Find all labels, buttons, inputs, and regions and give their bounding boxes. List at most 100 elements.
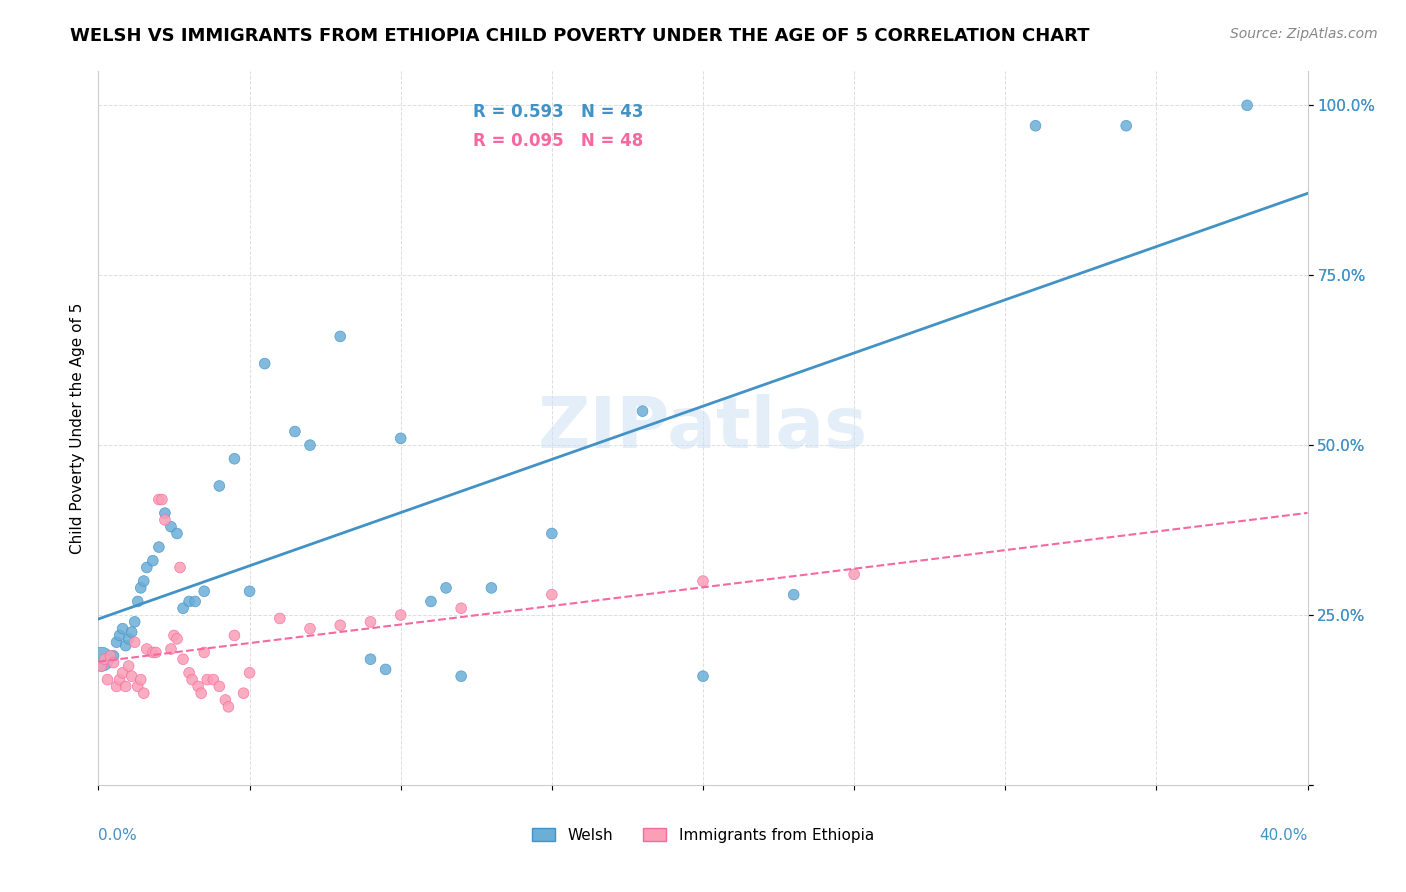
Point <box>217 699 239 714</box>
Point <box>181 673 204 687</box>
Point <box>132 574 155 588</box>
Point <box>193 645 215 659</box>
Point <box>96 673 118 687</box>
Point <box>127 594 149 608</box>
Point <box>1236 98 1258 112</box>
Point <box>360 615 382 629</box>
Point <box>169 560 191 574</box>
Point <box>389 431 412 445</box>
Point <box>114 639 136 653</box>
Point <box>121 669 143 683</box>
Point <box>184 594 207 608</box>
Point <box>160 642 183 657</box>
Point <box>269 611 291 625</box>
Point <box>692 669 714 683</box>
Point <box>148 492 170 507</box>
Point <box>124 615 146 629</box>
Point <box>195 673 218 687</box>
Point <box>540 588 562 602</box>
Point <box>692 574 714 588</box>
Point <box>172 601 194 615</box>
Point <box>145 645 167 659</box>
Point <box>208 680 231 694</box>
Point <box>783 588 806 602</box>
Y-axis label: Child Poverty Under the Age of 5: Child Poverty Under the Age of 5 <box>69 302 84 554</box>
Point <box>166 526 188 541</box>
Point <box>111 622 134 636</box>
Point <box>193 584 215 599</box>
Text: Source: ZipAtlas.com: Source: ZipAtlas.com <box>1230 27 1378 41</box>
Text: 40.0%: 40.0% <box>1260 828 1308 843</box>
Point <box>163 628 186 642</box>
Point <box>108 628 131 642</box>
Point <box>135 560 157 574</box>
Point <box>450 601 472 615</box>
Point <box>160 519 183 533</box>
Point <box>540 526 562 541</box>
Point <box>111 665 134 680</box>
Point <box>129 581 152 595</box>
Point <box>1024 119 1046 133</box>
Point <box>360 652 382 666</box>
Point <box>153 506 176 520</box>
Point <box>129 673 152 687</box>
Point <box>224 451 246 466</box>
Point <box>481 581 503 595</box>
Point <box>844 567 866 582</box>
Point <box>142 645 165 659</box>
Point <box>124 635 146 649</box>
Point <box>100 648 122 663</box>
Point <box>253 357 276 371</box>
Point <box>153 513 176 527</box>
Text: R = 0.593   N = 43: R = 0.593 N = 43 <box>474 103 644 121</box>
Point <box>224 628 246 642</box>
Point <box>1115 119 1137 133</box>
Point <box>389 608 412 623</box>
Point <box>121 625 143 640</box>
Point <box>214 693 236 707</box>
Point <box>108 673 131 687</box>
Point <box>434 581 457 595</box>
Point <box>114 680 136 694</box>
Point <box>132 686 155 700</box>
Point <box>172 652 194 666</box>
Text: ZIPatlas: ZIPatlas <box>538 393 868 463</box>
Point <box>239 584 262 599</box>
Point <box>103 656 125 670</box>
Point <box>179 594 201 608</box>
Point <box>90 659 112 673</box>
Point <box>93 652 115 666</box>
Point <box>190 686 212 700</box>
Point <box>166 632 188 646</box>
Point <box>105 635 128 649</box>
Point <box>118 632 141 646</box>
Point <box>299 438 322 452</box>
Point <box>450 669 472 683</box>
Point <box>90 652 112 666</box>
Point <box>127 680 149 694</box>
Point <box>420 594 443 608</box>
Point <box>329 329 352 343</box>
Point <box>374 662 396 676</box>
Point <box>232 686 254 700</box>
Text: WELSH VS IMMIGRANTS FROM ETHIOPIA CHILD POVERTY UNDER THE AGE OF 5 CORRELATION C: WELSH VS IMMIGRANTS FROM ETHIOPIA CHILD … <box>70 27 1090 45</box>
Point <box>187 680 209 694</box>
Point <box>208 479 231 493</box>
Point <box>150 492 173 507</box>
Point <box>135 642 157 657</box>
Point <box>118 659 141 673</box>
Point <box>631 404 654 418</box>
Point <box>284 425 307 439</box>
Legend: Welsh, Immigrants from Ethiopia: Welsh, Immigrants from Ethiopia <box>526 822 880 848</box>
Text: 0.0%: 0.0% <box>98 828 138 843</box>
Text: R = 0.095   N = 48: R = 0.095 N = 48 <box>474 132 644 150</box>
Point <box>142 554 165 568</box>
Point <box>148 540 170 554</box>
Point <box>329 618 352 632</box>
Point <box>202 673 225 687</box>
Point <box>103 648 125 663</box>
Point <box>105 680 128 694</box>
Point <box>299 622 322 636</box>
Point <box>179 665 201 680</box>
Point <box>239 665 262 680</box>
